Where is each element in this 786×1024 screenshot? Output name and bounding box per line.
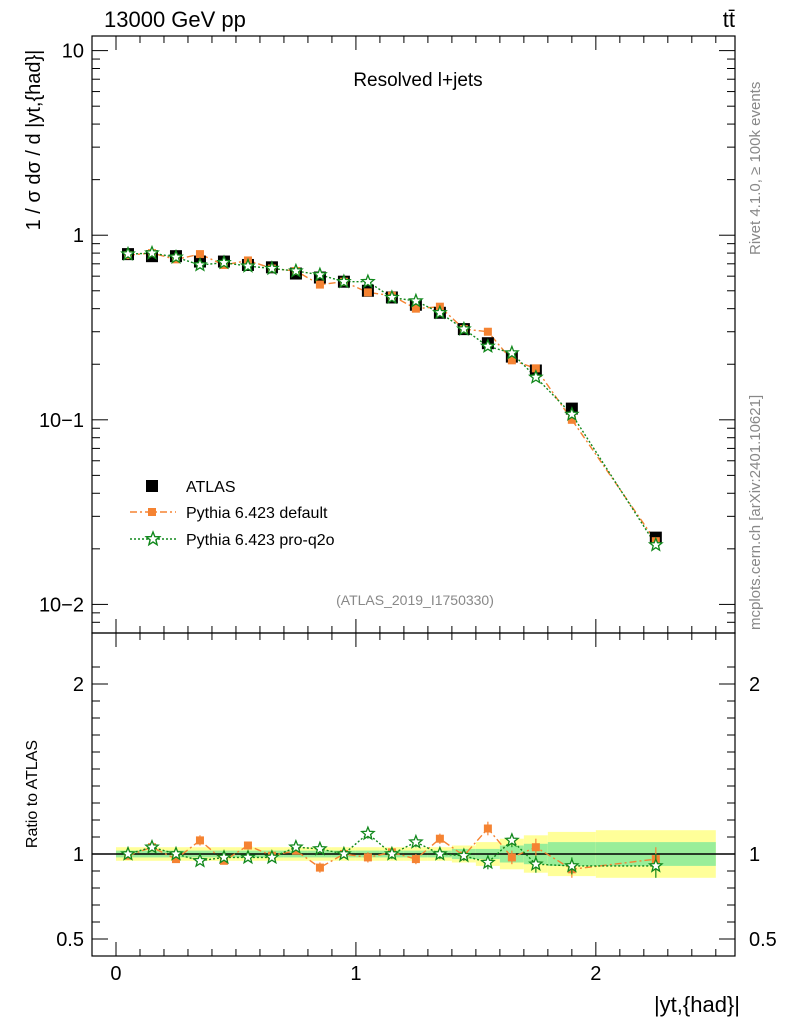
ratio-y-tick-label-right: 2 xyxy=(749,674,760,696)
ratio-y-tick-label-right: 1 xyxy=(749,844,760,866)
data-point-2 xyxy=(192,256,208,272)
ratio-point-0 xyxy=(411,855,420,864)
legend-default-marker xyxy=(148,508,156,516)
ratio-panel: 2 2 1 1 0.5 0.5 0 1 2 Ratio to ATLAS |yt,{had}| xyxy=(24,632,777,1017)
data-point-1 xyxy=(411,304,420,313)
data-point-2 xyxy=(527,369,544,384)
energy-label: 13000 GeV pp xyxy=(104,7,246,32)
data-point-2 xyxy=(288,262,304,278)
main-panel: 10 1 10−1 10−2 Resolved l+jets (ATLAS_2019_… xyxy=(23,35,736,634)
ratio-point-0 xyxy=(531,843,540,852)
main-axis-ticks: 10 1 10−1 10−2 xyxy=(39,36,735,634)
data-point-1 xyxy=(507,356,516,365)
chart-title: Resolved l+jets xyxy=(353,70,482,91)
ratio-point-0 xyxy=(195,836,204,845)
data-point-2 xyxy=(311,266,328,282)
legend-atlas-label: ATLAS xyxy=(186,479,236,496)
ratio-point-0 xyxy=(315,863,324,872)
ratio-x-tick-label: 2 xyxy=(590,963,601,985)
ratio-point-1 xyxy=(504,832,520,848)
data-point-2 xyxy=(168,248,184,264)
data-point-1 xyxy=(363,288,372,297)
ratio-y-tick-label: 2 xyxy=(73,674,84,696)
data-point-2 xyxy=(407,292,424,308)
ratio-point-1 xyxy=(264,849,280,865)
ratio-point-0 xyxy=(243,841,252,850)
legend-proq2o-label: Pythia 6.423 pro-q2o xyxy=(186,532,335,549)
data-point-2 xyxy=(383,289,400,305)
ratio-y-axis-label: Ratio to ATLAS xyxy=(24,740,41,848)
data-point-2 xyxy=(479,338,496,354)
ratio-point-1 xyxy=(216,849,232,865)
data-point-2 xyxy=(431,304,448,320)
data-point-1 xyxy=(483,327,492,336)
main-y-tick-label: 10−1 xyxy=(39,410,84,432)
ratio-axis-ticks: 2 2 1 1 0.5 0.5 0 1 2 xyxy=(56,633,777,985)
mcplots-label: mcplots.cern.ch [arXiv:2401.10621] xyxy=(747,395,764,630)
legend-proq2o-marker xyxy=(144,530,162,547)
process-label: tt̄ xyxy=(723,7,735,32)
data-point-2 xyxy=(335,273,352,289)
data-point-2 xyxy=(503,344,520,360)
ratio-series xyxy=(120,821,664,878)
data-point-2 xyxy=(264,260,280,276)
analysis-watermark: (ATLAS_2019_I1750330) xyxy=(336,592,494,608)
data-point-1 xyxy=(315,280,324,289)
data-point-1 xyxy=(195,250,204,259)
data-point-2 xyxy=(564,406,580,422)
ratio-point-1 xyxy=(335,845,352,861)
data-point-2 xyxy=(144,244,160,260)
ratio-point-1 xyxy=(456,847,472,863)
ratio-point-1 xyxy=(168,845,184,861)
data-point-2 xyxy=(359,273,376,289)
data-point-2 xyxy=(240,257,256,273)
ratio-point-0 xyxy=(171,855,180,864)
ratio-point-1 xyxy=(384,845,400,861)
main-y-tick-label: 10 xyxy=(62,41,84,63)
ratio-point-1 xyxy=(144,838,160,854)
ratio-y-tick-label: 1 xyxy=(73,844,84,866)
ratio-point-1 xyxy=(480,854,496,870)
data-point-2 xyxy=(216,254,232,270)
ratio-x-tick-label: 1 xyxy=(350,963,361,985)
ratio-point-0 xyxy=(483,824,492,833)
data-point-2 xyxy=(120,245,136,261)
ratio-point-1 xyxy=(359,825,376,841)
ratio-point-1 xyxy=(647,857,664,873)
main-y-tick-label: 1 xyxy=(73,225,84,247)
ratio-point-0 xyxy=(435,834,444,843)
main-series xyxy=(120,244,664,552)
ratio-line-0 xyxy=(127,827,656,871)
ratio-point-1 xyxy=(192,852,208,868)
ratio-point-1 xyxy=(432,845,448,861)
ratio-point-0 xyxy=(507,853,516,862)
x-axis-label: |yt,{had}| xyxy=(654,992,740,1017)
main-y-axis-label: 1 / σ dσ / d |yt,{had}| xyxy=(23,50,45,231)
ratio-point-1 xyxy=(564,857,580,873)
ratio-y-tick-label: 0.5 xyxy=(56,929,84,951)
ratio-x-tick-label: 0 xyxy=(110,963,121,985)
legend-atlas-marker xyxy=(146,480,158,492)
ratio-point-1 xyxy=(408,833,424,849)
ratio-point-1 xyxy=(311,840,328,856)
ratio-frame xyxy=(91,632,736,957)
main-y-tick-label: 10−2 xyxy=(39,594,84,616)
ratio-point-1 xyxy=(288,838,304,854)
rivet-version-label: Rivet 4.1.0, ≥ 100k events xyxy=(747,82,764,255)
ratio-line-1 xyxy=(127,832,656,867)
data-point-1 xyxy=(531,364,540,373)
ratio-y-tick-label-right: 0.5 xyxy=(749,929,777,951)
legend-default-label: Pythia 6.423 default xyxy=(186,505,328,522)
data-point-2 xyxy=(647,536,664,552)
ratio-point-1 xyxy=(120,845,136,861)
data-point-1 xyxy=(567,415,576,424)
data-point-2 xyxy=(456,320,472,336)
ratio-point-1 xyxy=(528,855,544,871)
legend: ATLAS Pythia 6.423 default Pythia 6.423 … xyxy=(130,479,335,549)
ratio-point-0 xyxy=(363,853,372,862)
ratio-point-1 xyxy=(240,849,256,865)
